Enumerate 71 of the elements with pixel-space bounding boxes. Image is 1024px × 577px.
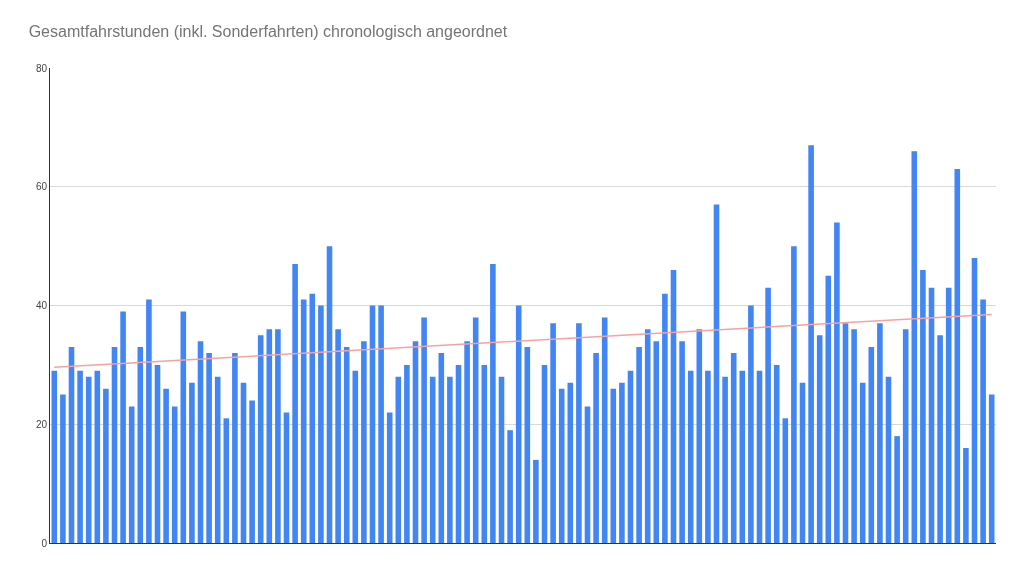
bar	[455, 364, 462, 543]
bar	[653, 341, 660, 543]
bar	[163, 388, 169, 543]
bar	[378, 305, 384, 543]
bar	[77, 370, 83, 543]
bar	[644, 329, 651, 543]
bar	[705, 370, 711, 543]
bar	[171, 406, 178, 543]
bar	[773, 364, 780, 543]
bar	[120, 311, 126, 543]
bar	[937, 335, 943, 543]
bar	[404, 364, 410, 543]
bar	[576, 323, 582, 543]
bar	[283, 412, 290, 543]
bar	[980, 299, 986, 543]
bar	[679, 341, 685, 543]
bar	[507, 430, 513, 543]
bar	[85, 376, 92, 543]
y-tick-label: 80	[35, 62, 48, 74]
bar	[730, 353, 737, 543]
bar	[103, 388, 109, 543]
bar	[318, 305, 324, 543]
bar	[808, 145, 814, 543]
bar	[662, 293, 668, 543]
bar	[877, 323, 883, 543]
bar	[128, 406, 135, 543]
bar	[550, 323, 556, 543]
bar	[60, 394, 66, 543]
bar	[232, 353, 238, 543]
bar	[619, 382, 625, 543]
bar	[636, 347, 642, 543]
chart-title: Gesamtfahrstunden (inkl. Sonderfahrten) chronologisch angeordnet	[28, 23, 508, 41]
bar	[782, 418, 789, 543]
bar	[902, 329, 909, 543]
bar	[584, 406, 591, 543]
bar	[601, 317, 608, 543]
bar	[206, 353, 212, 543]
bar	[464, 341, 470, 543]
bar	[748, 305, 754, 543]
bar	[189, 382, 195, 543]
bar	[791, 246, 797, 543]
bar	[292, 263, 298, 543]
bar	[851, 329, 857, 543]
bar	[816, 335, 823, 543]
bar	[533, 459, 539, 543]
bar	[894, 436, 900, 543]
bar	[722, 376, 728, 543]
bar	[687, 370, 694, 543]
bar	[223, 418, 230, 543]
bar	[920, 269, 926, 543]
bar	[249, 400, 255, 543]
bar	[834, 222, 840, 543]
bar	[490, 263, 496, 543]
bar	[300, 299, 307, 543]
bar	[214, 376, 221, 543]
bar	[146, 299, 152, 543]
bar	[386, 412, 393, 543]
bar	[275, 329, 281, 543]
bar	[421, 317, 427, 543]
y-tick-label: 40	[35, 300, 48, 311]
y-tick-label: 0	[41, 537, 48, 549]
bar	[963, 448, 969, 543]
y-tick-label: 20	[35, 418, 48, 430]
bar	[765, 287, 771, 543]
y-tick-label: 60	[35, 181, 48, 193]
bar	[257, 335, 264, 543]
bar	[541, 364, 548, 543]
bar	[593, 353, 599, 543]
bar	[361, 341, 367, 543]
bar	[335, 329, 341, 543]
bar	[447, 376, 453, 543]
